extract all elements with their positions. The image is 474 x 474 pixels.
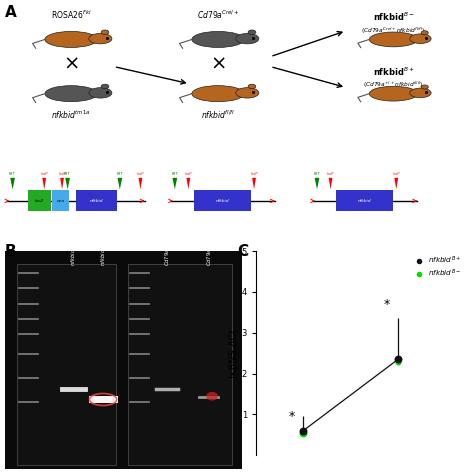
Point <box>300 429 307 437</box>
Point <box>300 427 307 434</box>
Text: $nfkbid^{wt/wt}$: $nfkbid^{wt/wt}$ <box>69 237 78 266</box>
Ellipse shape <box>248 30 256 35</box>
Polygon shape <box>394 178 398 189</box>
Bar <box>53 191 69 211</box>
Text: *: * <box>383 298 390 311</box>
Ellipse shape <box>206 392 218 401</box>
Y-axis label: IκBNS ΔCt: IκBNS ΔCt <box>229 328 239 378</box>
Text: loxP: loxP <box>41 172 48 176</box>
Text: $Cd79a^{+/+}$: $Cd79a^{+/+}$ <box>163 239 172 266</box>
Ellipse shape <box>236 88 259 98</box>
Ellipse shape <box>236 34 259 44</box>
Ellipse shape <box>45 86 97 102</box>
Point <box>394 356 402 363</box>
Text: loxP: loxP <box>392 172 400 176</box>
Text: lac2: lac2 <box>35 199 44 203</box>
Polygon shape <box>252 178 256 189</box>
Ellipse shape <box>248 84 256 89</box>
Text: $(Cd79a^{+/+}nfkbid^{fl/fl})$: $(Cd79a^{+/+}nfkbid^{fl/fl})$ <box>363 80 424 91</box>
Ellipse shape <box>192 86 244 102</box>
Text: loxP: loxP <box>327 172 334 176</box>
Text: loxP: loxP <box>250 172 258 176</box>
Polygon shape <box>42 178 46 189</box>
Ellipse shape <box>101 30 109 35</box>
FancyBboxPatch shape <box>17 264 116 465</box>
Text: $Cd79a^{Cre/+}$: $Cd79a^{Cre/+}$ <box>205 237 214 266</box>
Ellipse shape <box>410 88 431 98</box>
Ellipse shape <box>192 31 244 47</box>
Text: neo: neo <box>57 199 65 203</box>
Text: $\bf{nfkbid}$$^{B-}$: $\bf{nfkbid}$$^{B-}$ <box>373 11 414 23</box>
Text: nfkbid: nfkbid <box>216 199 229 203</box>
Text: $nfkbid^{fl/fl}$: $nfkbid^{fl/fl}$ <box>99 242 108 266</box>
Ellipse shape <box>410 34 431 44</box>
Polygon shape <box>60 178 64 189</box>
FancyBboxPatch shape <box>128 264 232 465</box>
Text: $\bf{nfkbid}$$^{B+}$: $\bf{nfkbid}$$^{B+}$ <box>373 65 414 78</box>
Text: FRT: FRT <box>314 172 320 176</box>
Polygon shape <box>65 178 70 189</box>
Text: *: * <box>289 410 295 423</box>
Text: $(Cd79a^{Cre/+}nfkbid^{fl/fl})$: $(Cd79a^{Cre/+}nfkbid^{fl/fl})$ <box>361 26 426 36</box>
Text: FRT: FRT <box>172 172 178 176</box>
Ellipse shape <box>369 86 418 101</box>
Legend: $nfkbid^{B+}$, $nfkbid^{B-}$: $nfkbid^{B+}$, $nfkbid^{B-}$ <box>412 255 461 279</box>
Bar <box>193 191 251 211</box>
Polygon shape <box>328 178 332 189</box>
Text: FRT: FRT <box>9 172 16 176</box>
Text: ROSA26$^{Fki}$: ROSA26$^{Fki}$ <box>51 9 91 21</box>
Polygon shape <box>118 178 122 189</box>
Bar <box>76 191 117 211</box>
Text: A: A <box>5 5 17 20</box>
Polygon shape <box>10 178 15 189</box>
Ellipse shape <box>89 88 112 98</box>
Text: FRT: FRT <box>117 172 123 176</box>
Text: nfkbid: nfkbid <box>90 199 103 203</box>
Ellipse shape <box>421 85 428 89</box>
Text: loxP: loxP <box>58 172 66 176</box>
Text: $nfkbid$$^{tm1a}$: $nfkbid$$^{tm1a}$ <box>51 109 91 121</box>
Text: FRT: FRT <box>64 172 71 176</box>
Text: $\times$: $\times$ <box>63 54 79 73</box>
Polygon shape <box>138 178 142 189</box>
Ellipse shape <box>421 31 428 35</box>
Text: B: B <box>5 244 17 259</box>
Text: nfkbid: nfkbid <box>358 199 371 203</box>
Bar <box>27 191 51 211</box>
Ellipse shape <box>369 32 418 47</box>
Text: loxP: loxP <box>185 172 192 176</box>
Ellipse shape <box>89 34 112 44</box>
Point <box>394 358 402 366</box>
Polygon shape <box>186 178 190 189</box>
Text: $nfkbid$$^{fl/fl}$: $nfkbid$$^{fl/fl}$ <box>201 109 235 121</box>
Ellipse shape <box>45 31 97 47</box>
Polygon shape <box>315 178 319 189</box>
Text: $Cd79a$$^{Cre/+}$: $Cd79a$$^{Cre/+}$ <box>197 9 239 21</box>
Bar <box>336 191 393 211</box>
Text: C: C <box>237 244 248 259</box>
Polygon shape <box>173 178 177 189</box>
Text: loxP: loxP <box>137 172 144 176</box>
Text: $\times$: $\times$ <box>210 54 226 73</box>
Ellipse shape <box>101 84 109 89</box>
